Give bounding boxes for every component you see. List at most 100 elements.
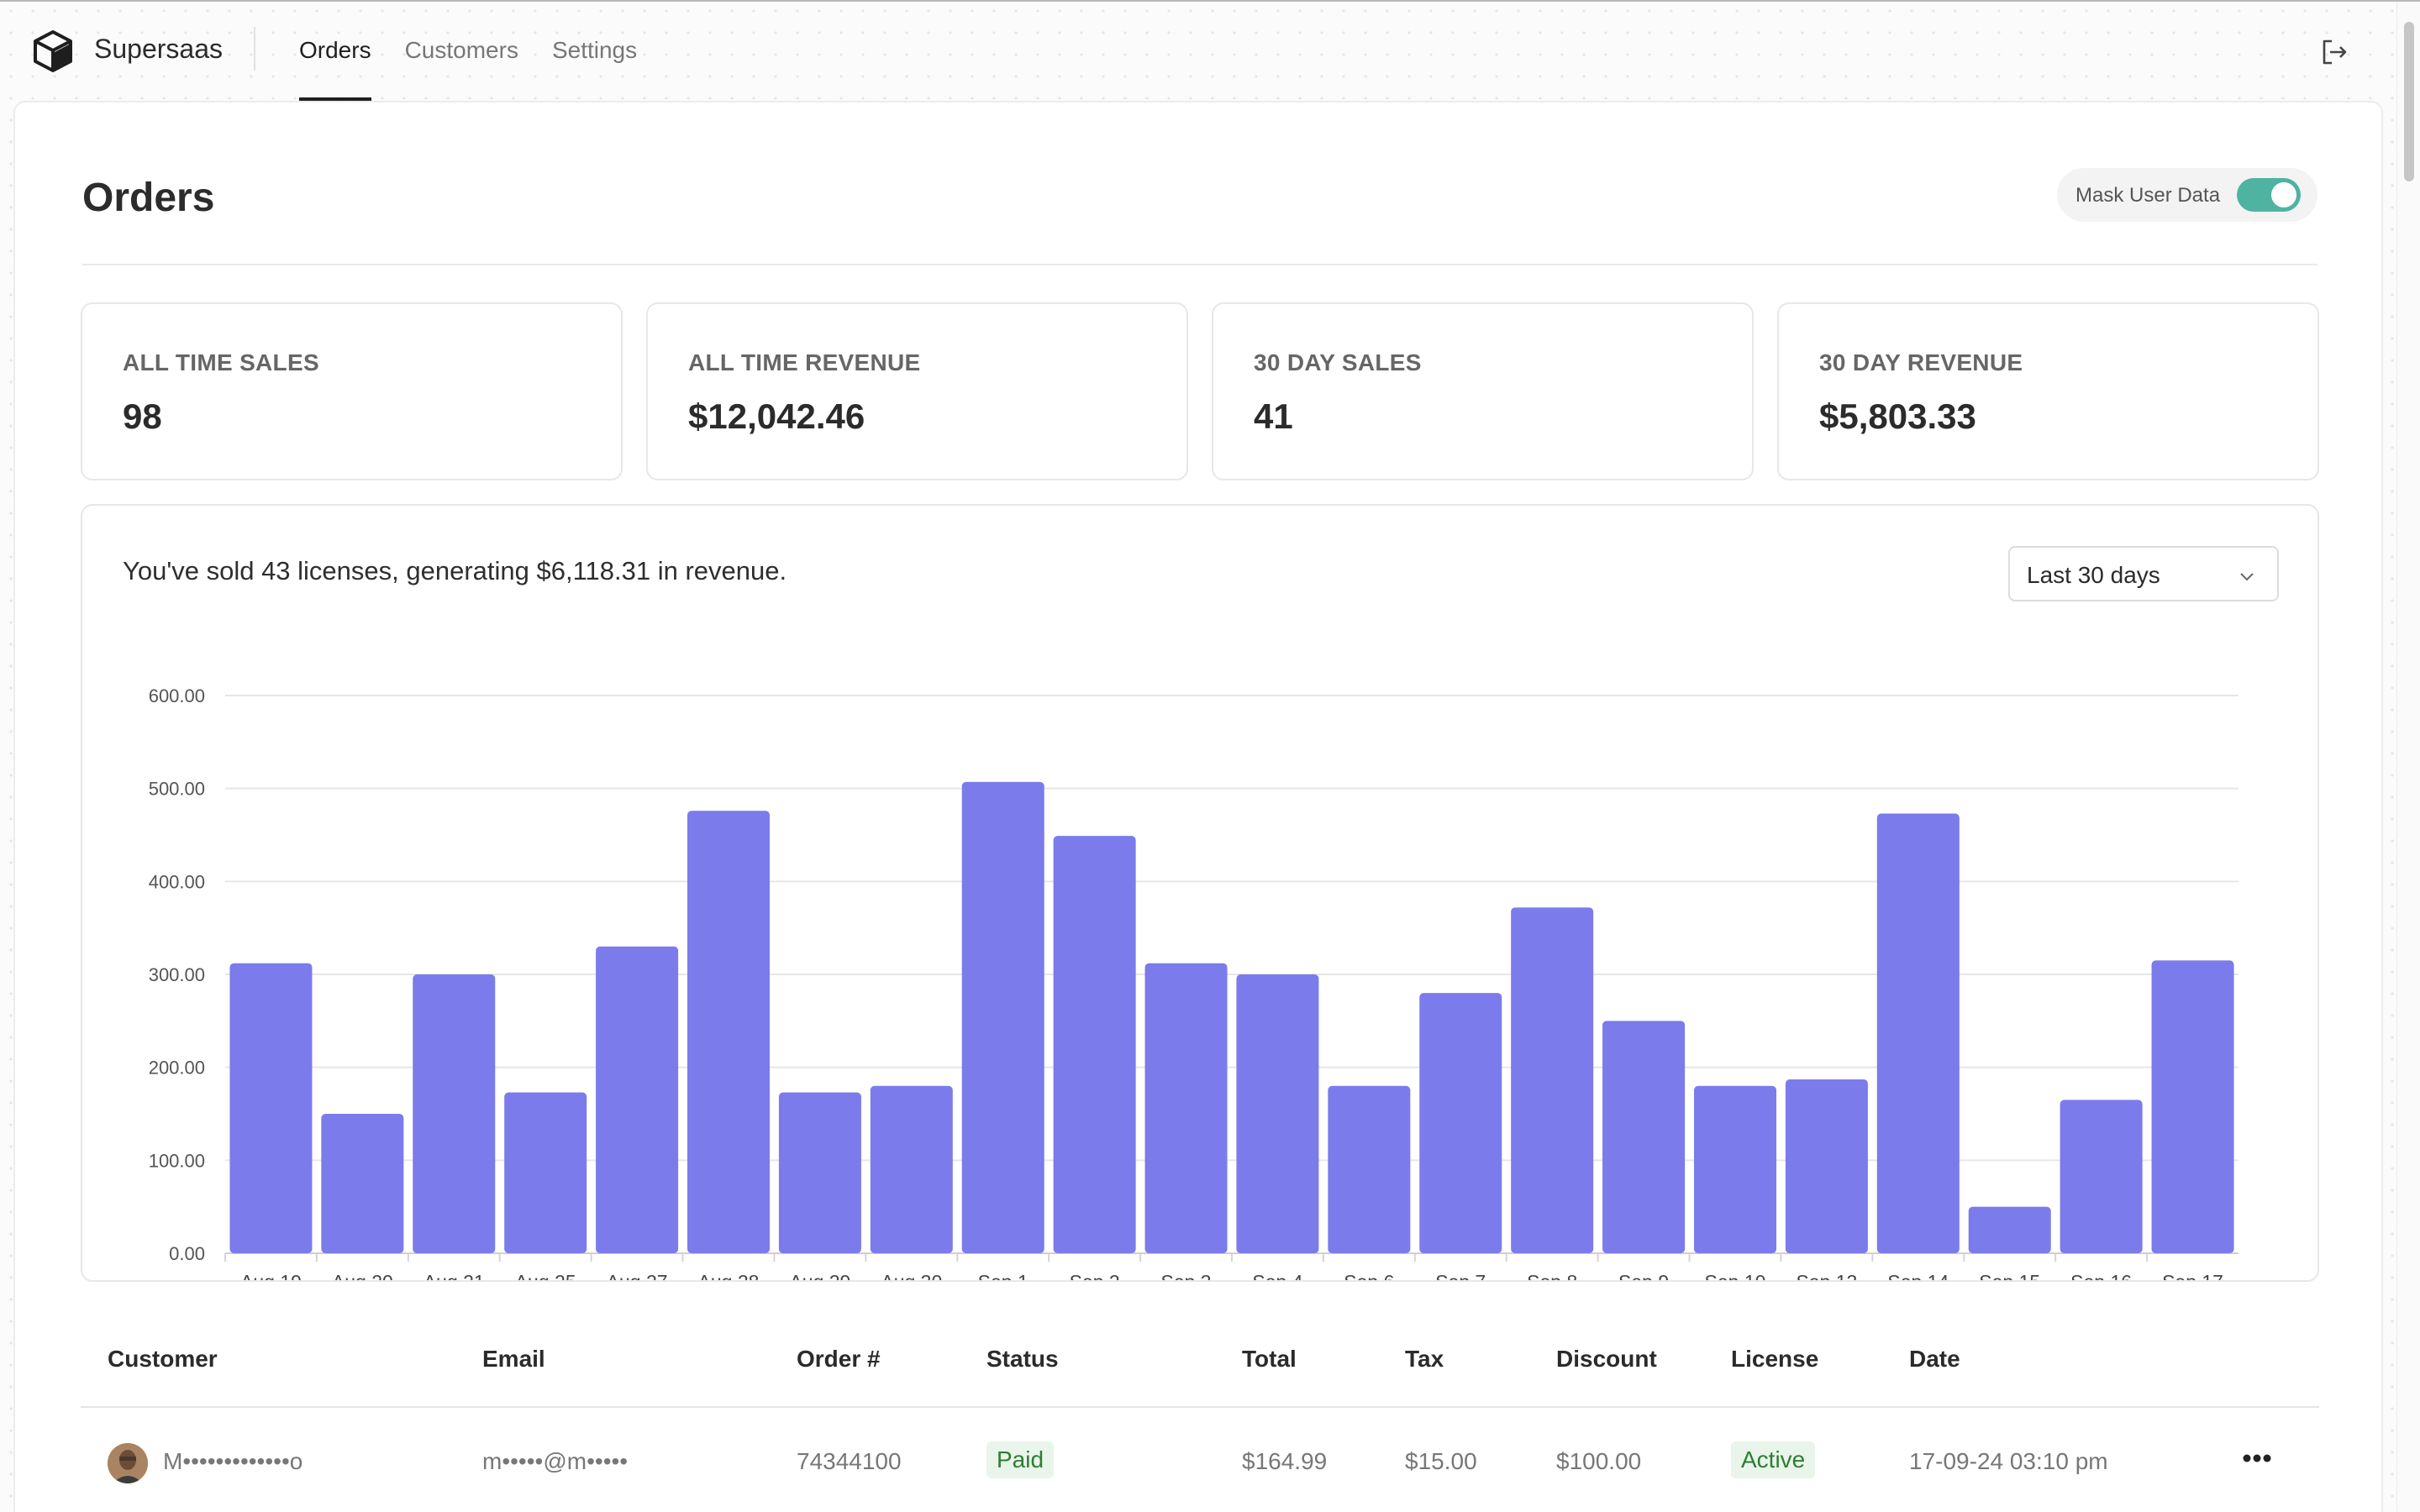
col-header-total[interactable]: Total [1242, 1346, 1297, 1372]
nav-tab-settings[interactable]: Settings [551, 37, 638, 63]
x-tick-label: Aug 19 [240, 1271, 302, 1280]
col-header-customer[interactable]: Customer [108, 1346, 218, 1372]
y-tick-label: 400.00 [149, 871, 205, 892]
y-tick-label: 600.00 [149, 685, 205, 706]
nav-tab-customers[interactable]: Customers [404, 37, 518, 63]
chart-bar[interactable] [413, 974, 496, 1253]
chart-bar[interactable] [229, 963, 313, 1253]
x-tick-label: Aug 27 [607, 1271, 668, 1280]
chart-bar[interactable] [2060, 1100, 2143, 1253]
x-tick-label: Sep 2 [1070, 1271, 1120, 1280]
x-tick-label: Sep 8 [1527, 1271, 1577, 1280]
avatar [108, 1443, 148, 1483]
mask-user-data-label: Mask User Data [2075, 184, 2221, 207]
order-number: 74344100 [797, 1448, 902, 1474]
chart-bar[interactable] [778, 1092, 861, 1253]
chart-bar[interactable] [596, 946, 679, 1253]
chart-summary-text: You've sold 43 licenses, generating $6,1… [123, 556, 787, 585]
chart-bar[interactable] [1053, 836, 1136, 1253]
page-scrollbar[interactable] [2396, 2, 2420, 1512]
stat-label: ALL TIME SALES [123, 349, 319, 375]
date-range-value: Last 30 days [2027, 562, 2160, 588]
chart-bar[interactable] [961, 781, 1044, 1253]
chart-bar[interactable] [1144, 963, 1228, 1253]
order-discount: $100.00 [1556, 1448, 1642, 1474]
chart-bar[interactable] [1511, 907, 1594, 1253]
order-total: $164.99 [1242, 1448, 1328, 1474]
col-header-tax[interactable]: Tax [1405, 1346, 1444, 1372]
header-divider [254, 27, 255, 71]
x-tick-label: Sep 3 [1160, 1271, 1211, 1280]
license-badge: Active [1731, 1441, 1816, 1478]
revenue-chart-panel: 0.00 100.00 200.00 300.00 400.00 500.00 600.00… [81, 504, 2319, 1282]
chart-bar[interactable] [1693, 1085, 1777, 1253]
x-tick-label: Aug 28 [698, 1271, 760, 1280]
x-tick-label: Sep 15 [1979, 1271, 2040, 1280]
date-range-select[interactable]: Last 30 days [2008, 546, 2279, 601]
logout-icon[interactable] [2319, 37, 2349, 67]
chevron-down-icon [2240, 573, 2254, 581]
table-row[interactable]: M•••••••••••••o m•••••@m••••• 74344100 P… [81, 1408, 2319, 1512]
x-tick-label: Sep 17 [2162, 1271, 2223, 1280]
toggle-knob [2271, 182, 2296, 207]
col-header-discount[interactable]: Discount [1556, 1346, 1657, 1372]
stat-card-30-day-revenue: 30 DAY REVENUE $5,803.33 [1777, 302, 2319, 480]
more-options-icon[interactable] [2240, 1450, 2274, 1467]
chart-bar[interactable] [1419, 993, 1502, 1253]
col-header-date[interactable]: Date [1909, 1346, 1960, 1372]
nav-tab-orders[interactable]: Orders [299, 2, 371, 101]
chart-bar[interactable] [1236, 974, 1319, 1253]
y-tick-label: 500.00 [149, 779, 205, 800]
mask-user-data-toggle[interactable] [2237, 178, 2301, 212]
scrollbar-thumb[interactable] [2404, 22, 2414, 181]
x-tick-label: Sep 4 [1252, 1271, 1302, 1280]
x-tick-label: Sep 7 [1435, 1271, 1486, 1280]
customer-name: M•••••••••••••o [163, 1448, 303, 1474]
chart-bar[interactable] [1968, 1206, 2051, 1253]
x-tick-label: Aug 29 [789, 1271, 850, 1280]
stat-value: 98 [123, 396, 162, 436]
stat-card-30-day-sales: 30 DAY SALES 41 [1212, 302, 1754, 480]
order-tax: $15.00 [1405, 1448, 1477, 1474]
orders-table: Customer Email Order # Status Total Tax … [81, 1304, 2319, 1512]
stat-label: 30 DAY SALES [1254, 349, 1422, 375]
chart-bar[interactable] [1328, 1085, 1411, 1253]
chart-bar[interactable] [1785, 1079, 1868, 1253]
stats-row: ALL TIME SALES 98 ALL TIME REVENUE $12,0… [81, 302, 2319, 480]
stat-value: $12,042.46 [688, 396, 865, 436]
chart-bar[interactable] [870, 1085, 953, 1253]
page-title: Orders [82, 176, 215, 220]
app-header: Supersaas Orders Customers Settings [0, 2, 2395, 101]
x-tick-label: Sep 10 [1705, 1271, 1766, 1280]
customer-email: m•••••@m••••• [482, 1448, 629, 1474]
x-tick-label: Aug 21 [424, 1271, 485, 1280]
col-header-status[interactable]: Status [986, 1346, 1059, 1372]
col-header-email[interactable]: Email [482, 1346, 545, 1372]
mask-user-data-control: Mask User Data [2057, 168, 2317, 222]
x-tick-label: Aug 30 [881, 1271, 942, 1280]
x-tick-label: Sep 16 [2070, 1271, 2132, 1280]
chart-bar[interactable] [1876, 813, 1960, 1253]
col-header-order[interactable]: Order # [797, 1346, 881, 1372]
stat-label: ALL TIME REVENUE [688, 349, 921, 375]
brand-name: Supersaas [94, 34, 223, 64]
stat-value: 41 [1254, 396, 1293, 436]
order-date: 17-09-24 03:10 pm [1909, 1448, 2108, 1474]
chart-bar[interactable] [504, 1092, 587, 1253]
cube-logo-icon[interactable] [32, 29, 74, 74]
y-tick-label: 200.00 [149, 1058, 205, 1079]
stat-card-all-time-sales: ALL TIME SALES 98 [81, 302, 623, 480]
status-badge: Paid [986, 1441, 1055, 1478]
stat-value: $5,803.33 [1819, 396, 1976, 436]
table-header: Customer Email Order # Status Total Tax … [81, 1304, 2319, 1408]
chart-bar[interactable] [1602, 1021, 1686, 1253]
orders-card: Orders Mask User Data ALL TIME SALES 98 … [13, 101, 2383, 1512]
y-tick-label: 0.00 [169, 1243, 205, 1264]
col-header-license[interactable]: License [1731, 1346, 1819, 1372]
y-tick-label: 100.00 [149, 1150, 205, 1171]
chart-bar[interactable] [2151, 960, 2234, 1253]
chart-bar[interactable] [321, 1114, 404, 1253]
chart-bar[interactable] [687, 811, 771, 1253]
title-divider [82, 264, 2317, 265]
stat-card-all-time-revenue: ALL TIME REVENUE $12,042.46 [646, 302, 1188, 480]
